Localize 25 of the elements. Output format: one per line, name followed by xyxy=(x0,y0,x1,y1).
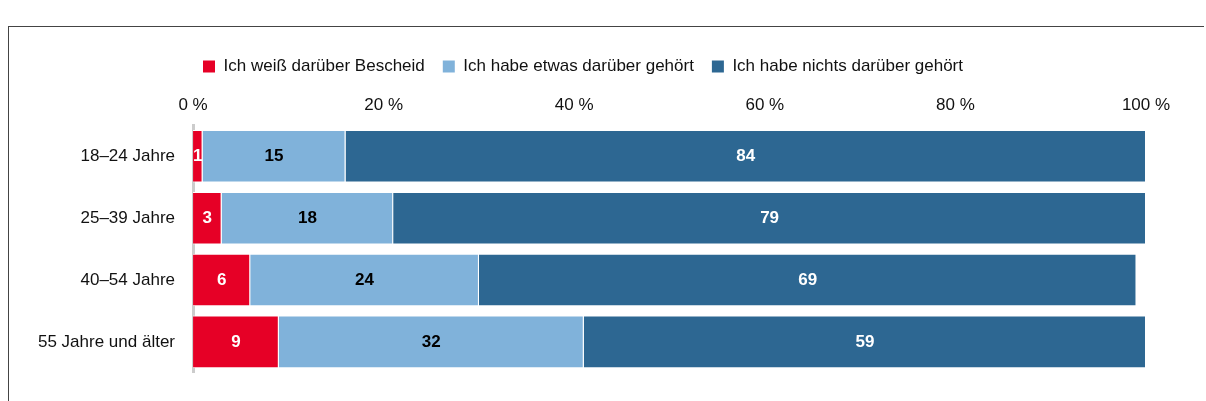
y-tick-label: 18–24 Jahre xyxy=(80,146,176,166)
x-tick-label: 0 % xyxy=(178,94,208,114)
data-label: 1 xyxy=(193,146,203,166)
x-tick-label: 60 % xyxy=(745,94,785,114)
legend-label: Ich weiß darüber Bescheid xyxy=(223,56,425,76)
data-label: 84 xyxy=(736,146,756,166)
x-tick-label: 100 % xyxy=(1121,94,1171,114)
y-tick-label: 55 Jahre und älter xyxy=(37,331,176,351)
x-tick-label: 20 % xyxy=(364,94,404,114)
data-label: 24 xyxy=(355,269,375,289)
data-label: 59 xyxy=(855,331,875,351)
x-tick-label: 40 % xyxy=(554,94,594,114)
y-tick-label: 40–54 Jahre xyxy=(80,269,176,289)
data-label: 69 xyxy=(798,269,818,289)
data-label: 9 xyxy=(231,331,241,351)
legend-label: Ich habe nichts darüber gehört xyxy=(732,56,964,76)
data-label: 32 xyxy=(421,331,441,351)
data-label: 15 xyxy=(264,146,284,166)
x-tick-label: 80 % xyxy=(936,94,975,114)
data-label: 3 xyxy=(202,207,213,227)
data-label: 18 xyxy=(297,207,317,227)
y-tick-label: 25–39 Jahre xyxy=(80,207,176,227)
data-label: 79 xyxy=(760,207,780,227)
data-label: 6 xyxy=(216,269,227,289)
legend-label: Ich habe etwas darüber gehört xyxy=(463,56,695,76)
